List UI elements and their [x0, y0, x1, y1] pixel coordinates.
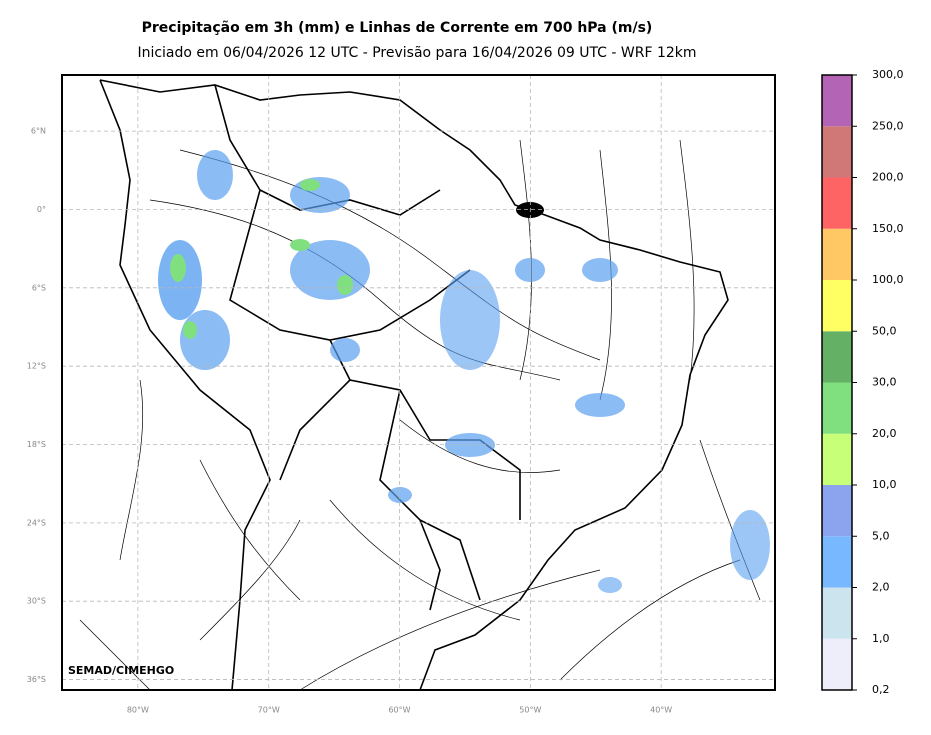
- lon-tick-label: 40°W: [650, 706, 672, 715]
- colorbar-tick-label: 50,0: [872, 324, 897, 337]
- coastline: [99, 79, 729, 691]
- borders: [214, 84, 521, 611]
- colorbar-segment: [822, 536, 852, 588]
- colorbar-segment: [822, 331, 852, 383]
- colorbar-tick-label: 10,0: [872, 478, 897, 491]
- colorbar-tick-label: 100,0: [872, 273, 904, 286]
- lat-tick-label: 12°S: [27, 362, 46, 371]
- colorbar-segment: [822, 638, 852, 690]
- map: [79, 79, 770, 691]
- lat-tick-label: 30°S: [27, 597, 46, 606]
- lat-tick-label: 6°N: [31, 127, 46, 136]
- title: Precipitação em 3h (mm) e Linhas de Corr…: [142, 20, 653, 36]
- lat-tick-label: 0°: [37, 205, 46, 214]
- colorbar-segment: [822, 382, 852, 434]
- lat-tick-label: 36°S: [27, 675, 46, 684]
- colorbar-segment: [822, 177, 852, 229]
- precipitation: [158, 150, 770, 593]
- colorbar-tick-label: 200,0: [872, 171, 904, 184]
- colorbar-segment: [822, 228, 852, 280]
- colorbar-tick-label: 150,0: [872, 222, 904, 235]
- colorbar-tick-label: 2,0: [872, 581, 890, 594]
- lat-tick-label: 18°S: [27, 440, 46, 449]
- lon-tick-label: 80°W: [127, 706, 149, 715]
- credit: SEMAD/CIMEHGO: [68, 664, 174, 677]
- colorbar-tick-label: 300,0: [872, 68, 904, 81]
- colorbar-segment: [822, 433, 852, 485]
- lat-tick-label: 6°S: [32, 283, 46, 292]
- colorbar-tick-label: 250,0: [872, 119, 904, 132]
- colorbar-segment: [822, 587, 852, 639]
- colorbar-tick-label: 5,0: [872, 529, 890, 542]
- colorbar-segment: [822, 485, 852, 537]
- colorbar-tick-label: 20,0: [872, 427, 897, 440]
- subtitle: Iniciado em 06/04/2026 12 UTC - Previsão…: [137, 45, 696, 61]
- colorbar-segment: [822, 280, 852, 332]
- colorbar-tick-label: 0,2: [872, 683, 890, 696]
- lon-tick-label: 70°W: [258, 706, 280, 715]
- lat-tick-label: 24°S: [27, 518, 46, 527]
- streamlines: [79, 139, 761, 691]
- lon-tick-label: 60°W: [388, 706, 410, 715]
- map-frame: [61, 74, 776, 691]
- colorbar-segment: [822, 75, 852, 127]
- colorbar-tick-label: 1,0: [872, 632, 890, 645]
- lon-tick-label: 50°W: [519, 706, 541, 715]
- colorbar-segment: [822, 126, 852, 178]
- colorbar-tick-label: 30,0: [872, 376, 897, 389]
